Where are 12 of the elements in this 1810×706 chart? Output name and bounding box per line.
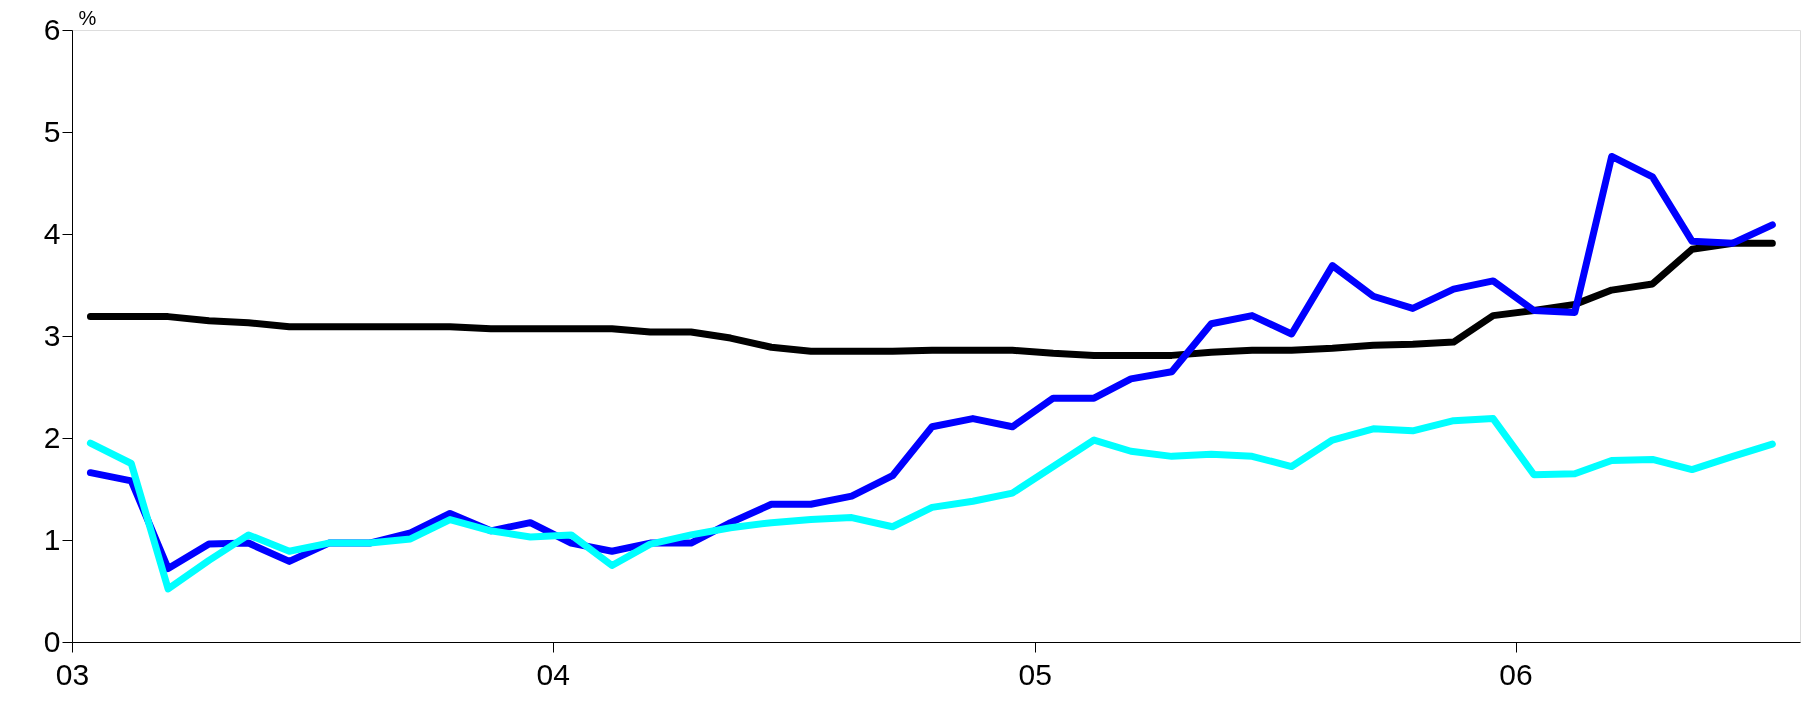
x-tick-label: 06 [1499, 657, 1533, 691]
x-tick-label: 04 [536, 657, 570, 691]
y-tick-label: 3 [43, 318, 61, 352]
y-tick-label: 4 [43, 216, 61, 250]
y-tick-label: 1 [43, 522, 61, 556]
x-tick-label: 05 [1018, 657, 1052, 691]
x-tick-label: 03 [55, 657, 90, 691]
y-tick-label: 2 [43, 420, 61, 454]
y-tick-label: 5 [43, 114, 61, 148]
y-tick-label: 0 [43, 624, 61, 658]
y-tick-label: 6 [43, 12, 61, 46]
y-axis-title: % [78, 6, 97, 29]
